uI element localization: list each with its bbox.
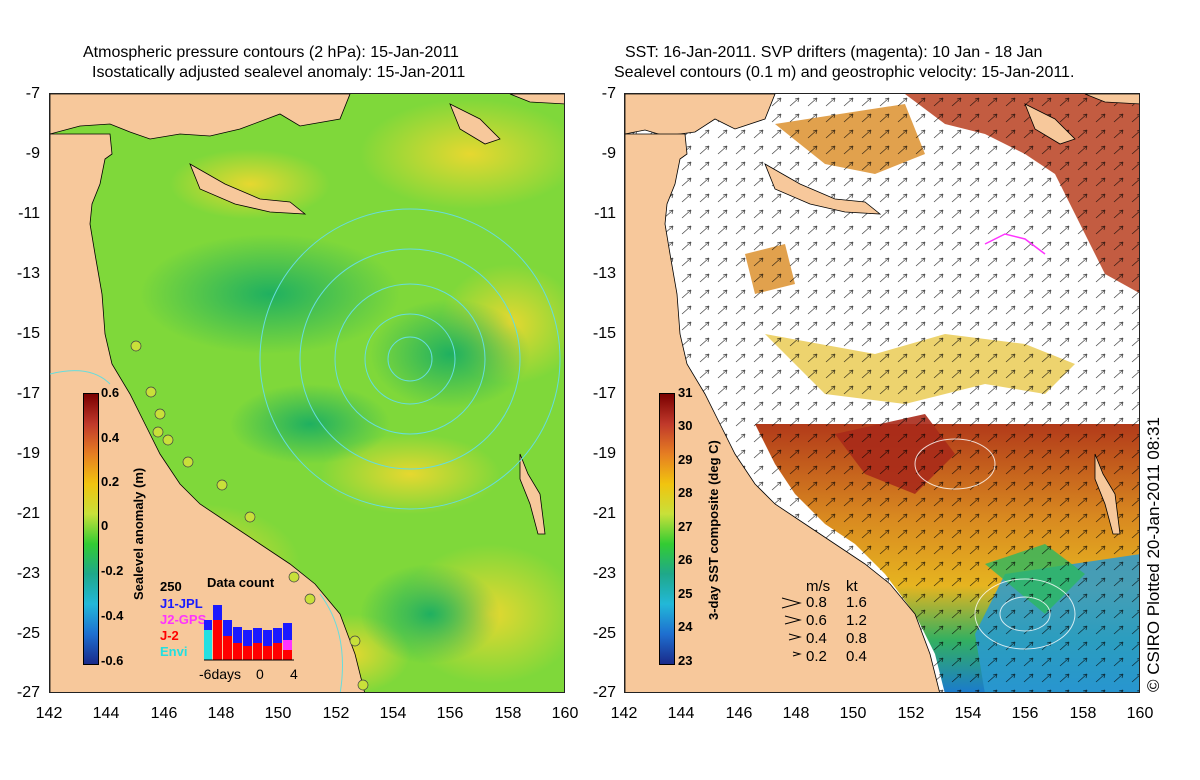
x-tick: 158 bbox=[1069, 705, 1097, 722]
x-tick: 158 bbox=[494, 705, 522, 722]
y-tick: -7 bbox=[25, 85, 40, 102]
csiro-credit: © CSIRO Plotted 20-Jan-2011 08:31 bbox=[1144, 417, 1163, 692]
velocity-arrow-symbols bbox=[781, 597, 802, 657]
y-tick: -27 bbox=[592, 684, 616, 701]
sst-cbar-tick: 25 bbox=[678, 586, 693, 601]
y-tick: -19 bbox=[592, 445, 616, 462]
left-title-line2: Isostatically adjusted sealevel anomaly:… bbox=[92, 64, 466, 81]
data-count-x-zero: 0 bbox=[256, 666, 264, 682]
mission-j-2: J-2 bbox=[160, 628, 179, 643]
y-tick: -23 bbox=[16, 565, 40, 582]
sst-colorbar-title: 3-day SST composite (deg C) bbox=[706, 440, 721, 620]
x-tick: 148 bbox=[782, 705, 810, 722]
y-tick: -13 bbox=[592, 265, 616, 282]
sst-cbar-tick: 26 bbox=[678, 552, 693, 567]
sst-colorbar bbox=[659, 393, 675, 665]
velocity-kt-value: 0.4 bbox=[846, 648, 867, 665]
y-tick: -17 bbox=[16, 385, 40, 402]
sst-cbar-tick: 23 bbox=[678, 653, 693, 668]
x-tick: 142 bbox=[35, 705, 63, 722]
x-tick: 152 bbox=[322, 705, 350, 722]
cbar-tick: -0.4 bbox=[101, 608, 124, 623]
x-tick: 160 bbox=[1126, 705, 1154, 722]
sst-cbar-tick: 24 bbox=[678, 619, 693, 634]
y-tick: -9 bbox=[25, 145, 40, 162]
y-tick: -17 bbox=[592, 385, 616, 402]
y-tick: -27 bbox=[16, 684, 40, 701]
x-tick: 156 bbox=[1011, 705, 1039, 722]
mission-j2-gps: J2-GPS bbox=[160, 612, 207, 627]
cbar-tick: 0.6 bbox=[101, 385, 120, 400]
velocity-legend-kt-header: kt bbox=[846, 578, 858, 595]
y-tick: -25 bbox=[16, 625, 40, 642]
y-tick: -13 bbox=[16, 265, 40, 282]
cbar-tick: -0.6 bbox=[101, 653, 124, 668]
y-tick: -15 bbox=[16, 325, 40, 342]
x-tick: 146 bbox=[725, 705, 753, 722]
y-tick: -21 bbox=[16, 505, 40, 522]
x-tick: 144 bbox=[667, 705, 695, 722]
y-tick: -21 bbox=[592, 505, 616, 522]
y-tick: -19 bbox=[16, 445, 40, 462]
velocity-ms-value: 0.8 bbox=[806, 594, 827, 611]
x-tick: 154 bbox=[954, 705, 982, 722]
x-tick: 150 bbox=[839, 705, 867, 722]
cbar-tick: 0.2 bbox=[101, 474, 120, 489]
x-tick: 160 bbox=[551, 705, 579, 722]
x-tick: 156 bbox=[436, 705, 464, 722]
sst-cbar-tick: 29 bbox=[678, 452, 693, 467]
velocity-ms-value: 0.4 bbox=[806, 630, 827, 647]
sealevel-colorbar-title: Sealevel anomaly (m) bbox=[131, 467, 146, 600]
mission-j1-jpl: J1-JPL bbox=[160, 596, 203, 611]
data-count-max: 250 bbox=[160, 579, 182, 594]
x-tick: 142 bbox=[610, 705, 638, 722]
mission-envi: Envi bbox=[160, 644, 188, 659]
y-tick: -15 bbox=[592, 325, 616, 342]
sealevel-anomaly-map bbox=[49, 93, 565, 693]
y-tick: -11 bbox=[18, 205, 40, 222]
y-tick: -9 bbox=[601, 145, 616, 162]
y-tick: -11 bbox=[594, 205, 616, 222]
y-tick: -25 bbox=[592, 625, 616, 642]
left-title-line1: Atmospheric pressure contours (2 hPa): 1… bbox=[83, 44, 459, 61]
velocity-ms-value: 0.2 bbox=[806, 648, 827, 665]
x-tick: 150 bbox=[264, 705, 292, 722]
cbar-tick: -0.2 bbox=[101, 563, 124, 578]
sst-cbar-tick: 31 bbox=[678, 385, 693, 400]
velocity-kt-value: 0.8 bbox=[846, 630, 867, 647]
data-count-x-end: 4 bbox=[290, 666, 298, 682]
x-tick: 144 bbox=[92, 705, 120, 722]
velocity-kt-value: 1.2 bbox=[846, 612, 867, 629]
cbar-tick: 0.4 bbox=[101, 430, 120, 445]
velocity-kt-value: 1.6 bbox=[846, 594, 867, 611]
x-tick: 152 bbox=[897, 705, 925, 722]
cbar-tick: 0 bbox=[101, 518, 109, 533]
sst-map bbox=[624, 93, 1140, 693]
right-title-line2: Sealevel contours (0.1 m) and geostrophi… bbox=[614, 64, 1075, 81]
x-tick: 146 bbox=[150, 705, 178, 722]
data-count-histogram bbox=[204, 605, 294, 661]
velocity-ms-value: 0.6 bbox=[806, 612, 827, 629]
sst-cbar-tick: 27 bbox=[678, 519, 693, 534]
data-count-x-start: -6days bbox=[199, 666, 242, 682]
sst-cbar-tick: 30 bbox=[678, 418, 693, 433]
sst-cbar-tick: 28 bbox=[678, 485, 693, 500]
velocity-legend-ms-header: m/s bbox=[806, 578, 831, 595]
x-tick: 154 bbox=[379, 705, 407, 722]
y-tick: -23 bbox=[592, 565, 616, 582]
sealevel-colorbar bbox=[83, 393, 99, 665]
right-title-line1: SST: 16-Jan-2011. SVP drifters (magenta)… bbox=[625, 44, 1043, 61]
y-tick: -7 bbox=[601, 85, 616, 102]
x-tick: 148 bbox=[207, 705, 235, 722]
data-count-title: Data count bbox=[207, 575, 275, 590]
